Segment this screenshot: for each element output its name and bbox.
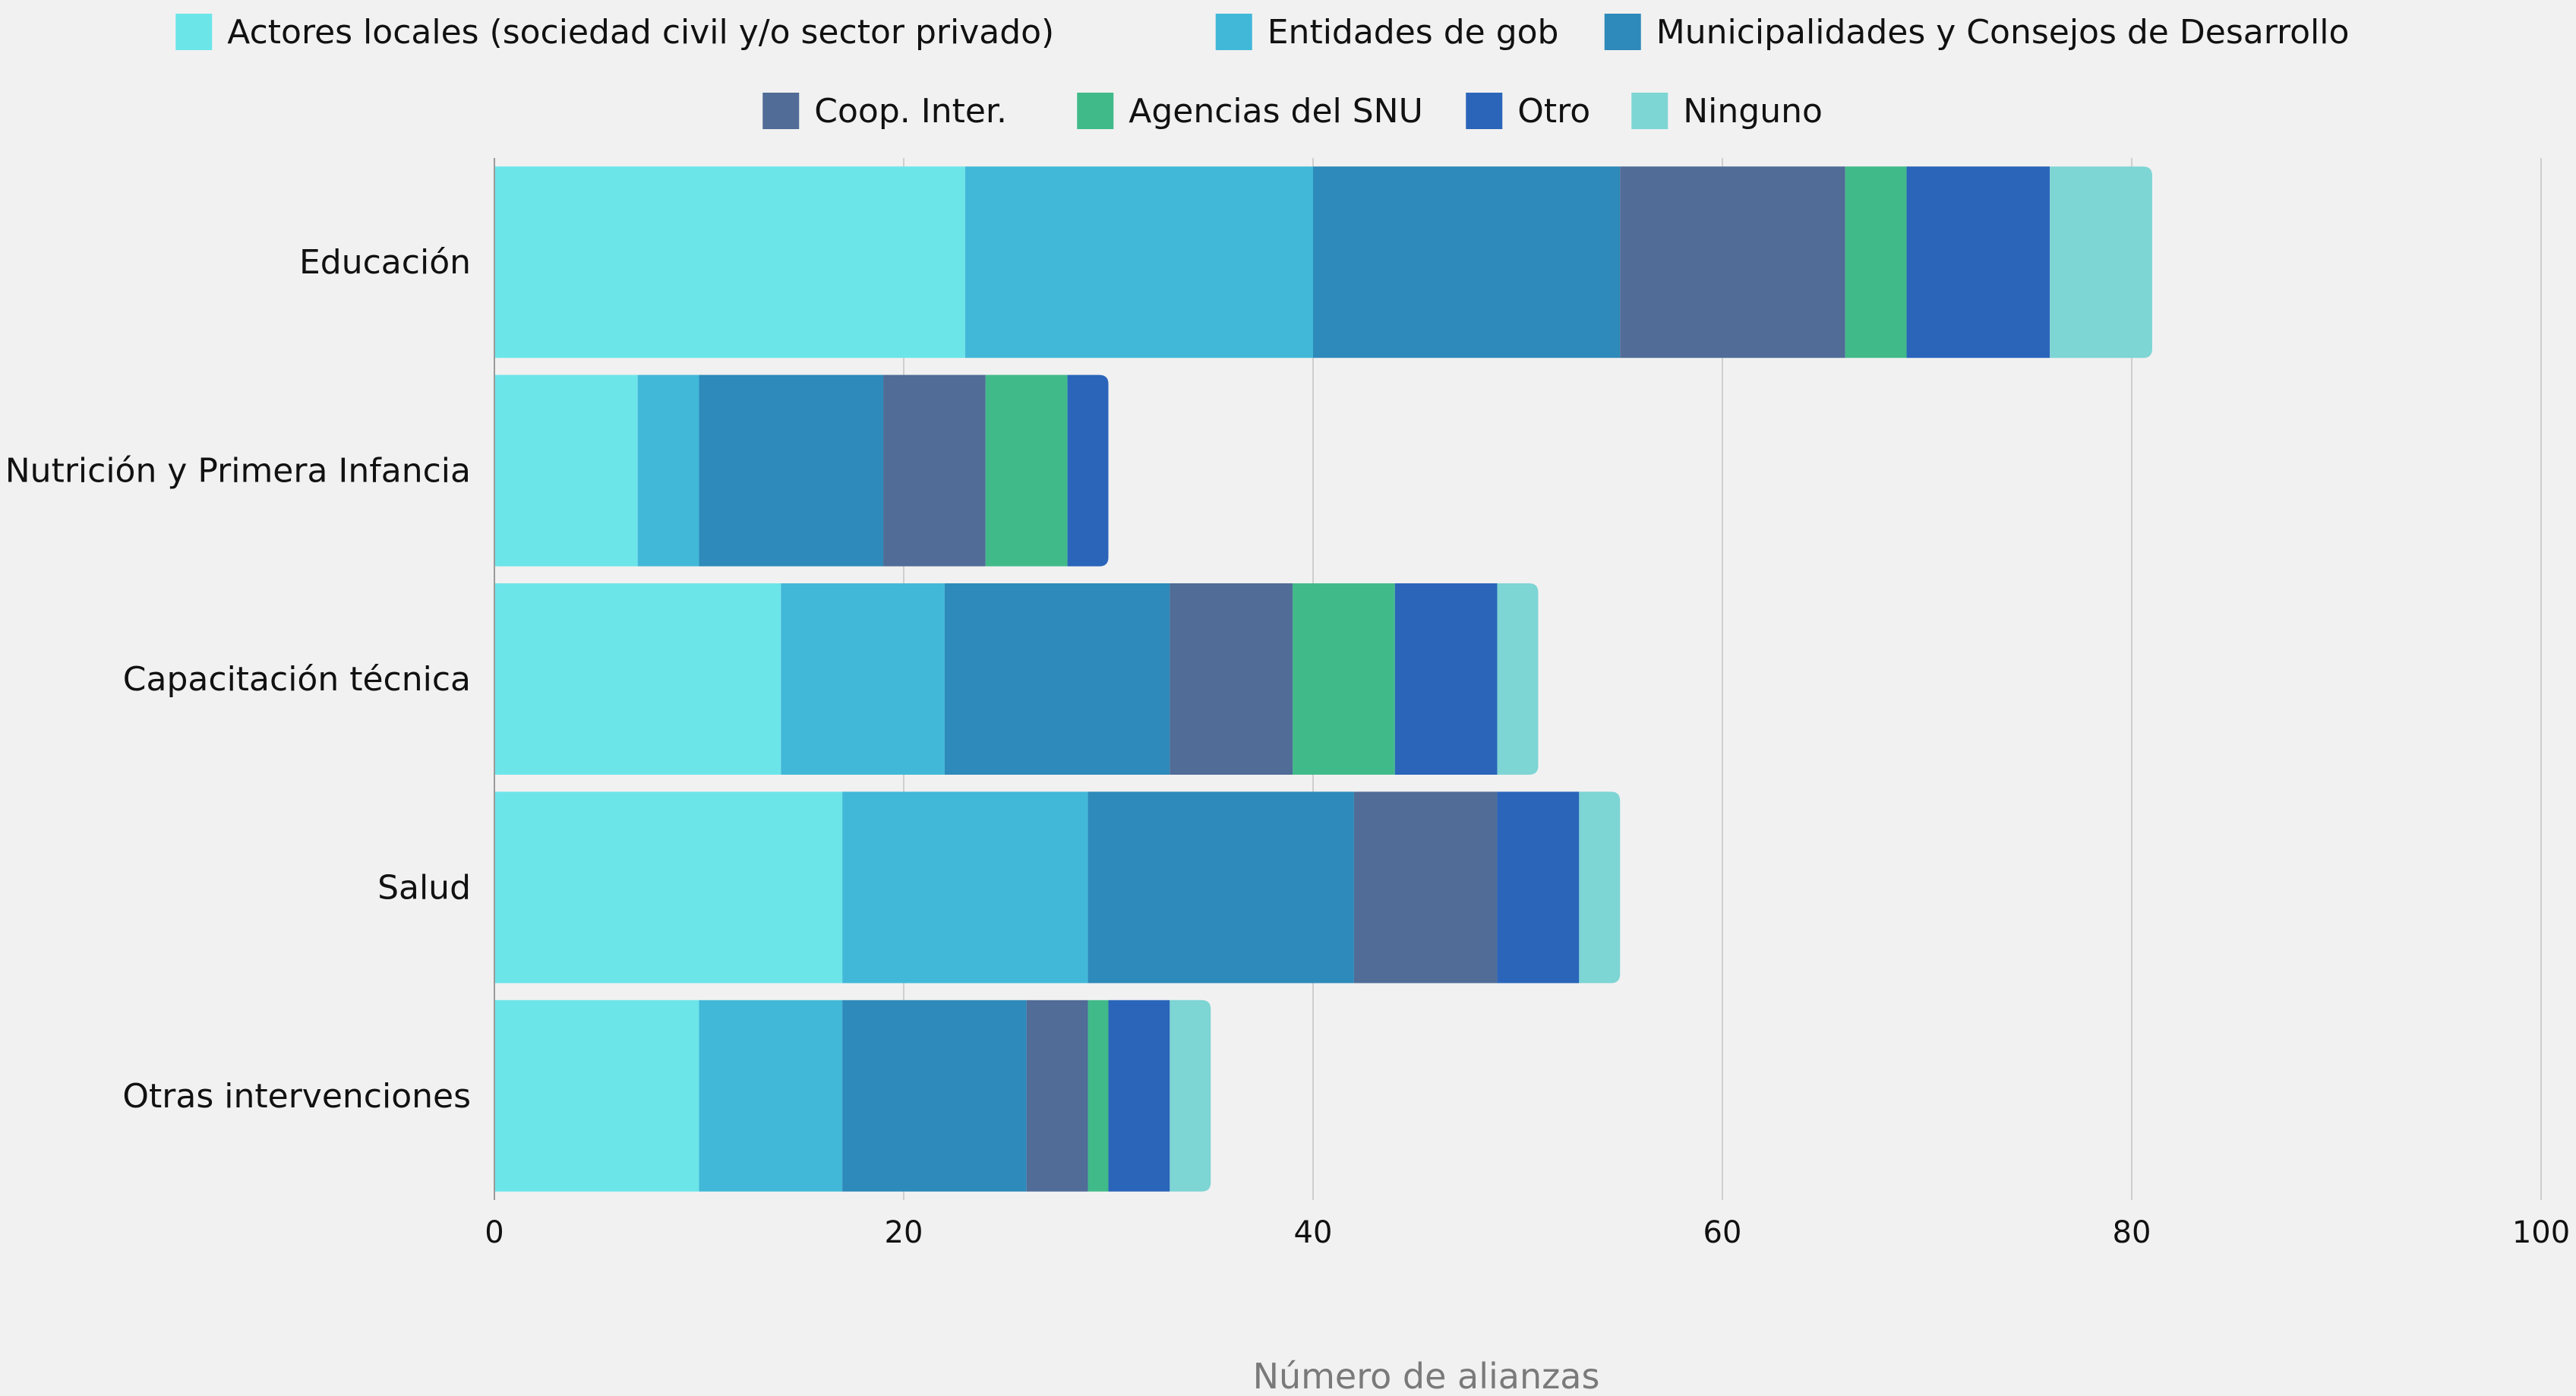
x-tick-label: 40 <box>1294 1215 1333 1250</box>
legend-swatch <box>1604 14 1641 50</box>
category-label: Capacitación técnica <box>123 660 471 699</box>
bar-segment <box>781 583 945 775</box>
x-tick-label: 100 <box>2512 1215 2570 1250</box>
legend-item: Coop. Inter. <box>762 92 1007 131</box>
bar-segment <box>494 583 781 775</box>
bar-segment <box>1313 166 1621 358</box>
bar-segment <box>1088 791 1354 984</box>
legend-item: Municipalidades y Consejos de Desarrollo <box>1604 13 2350 52</box>
legend-swatch <box>1466 93 1503 129</box>
bar-segment <box>944 583 1170 775</box>
category-label: Otras intervenciones <box>122 1077 471 1116</box>
bar-segment <box>1579 791 1621 984</box>
bar-segment <box>699 1000 843 1192</box>
bar-segment <box>637 374 699 567</box>
legend-label: Otro <box>1517 92 1590 131</box>
bar-segment <box>1108 1000 1170 1192</box>
bar-segment <box>699 374 884 567</box>
legend-item: Entidades de gob <box>1215 13 1559 52</box>
bar-segment <box>1088 1000 1109 1192</box>
x-tick-label: 20 <box>885 1215 923 1250</box>
x-axis-title: Número de alianzas <box>1253 1356 1600 1396</box>
category-label: Nutrición y Primera Infancia <box>5 452 471 491</box>
legend-item: Agencias del SNU <box>1077 92 1423 131</box>
bar-segment <box>494 1000 699 1192</box>
bar-segment <box>1620 166 1845 358</box>
bar-row <box>494 583 1539 775</box>
bar-row <box>494 166 2152 358</box>
bar-segment <box>1394 583 1498 775</box>
bar-segment <box>1067 374 1109 567</box>
bar-segment <box>842 791 1088 984</box>
bar-segment <box>842 1000 1027 1192</box>
bar-segment <box>494 791 843 984</box>
legend-label: Ninguno <box>1683 92 1823 131</box>
bar-row <box>494 1000 1211 1192</box>
legend-swatch <box>762 93 800 129</box>
bar-segment <box>1906 166 2050 358</box>
bar-segment <box>1497 583 1539 775</box>
legend-item: Otro <box>1466 92 1590 131</box>
legend: Actores locales (sociedad civil y/o sect… <box>175 13 2349 131</box>
bar-segment <box>494 374 638 567</box>
legend-label: Entidades de gob <box>1267 13 1559 52</box>
bar-row <box>494 374 1109 567</box>
bar-segment <box>883 374 986 567</box>
bar-segment <box>494 166 965 358</box>
legend-item: Actores locales (sociedad civil y/o sect… <box>175 13 1054 52</box>
bar-segment <box>1293 583 1395 775</box>
x-tick-label: 0 <box>485 1215 504 1250</box>
bar-segment <box>1845 166 1907 358</box>
category-label: Salud <box>377 868 471 907</box>
bar-segment <box>2050 166 2152 358</box>
legend-label: Municipalidades y Consejos de Desarrollo <box>1656 13 2350 52</box>
bar-segment <box>1170 583 1293 775</box>
legend-swatch <box>1215 14 1252 50</box>
legend-item: Ninguno <box>1631 92 1823 131</box>
x-tick-label: 80 <box>2113 1215 2151 1250</box>
bar-row <box>494 791 1621 984</box>
category-label: Educación <box>299 243 471 282</box>
legend-swatch <box>1631 93 1668 129</box>
legend-label: Actores locales (sociedad civil y/o sect… <box>227 13 1054 52</box>
bar-segment <box>985 374 1068 567</box>
legend-swatch <box>1077 93 1114 129</box>
x-tick-label: 60 <box>1703 1215 1742 1250</box>
category-labels: Educación Nutrición y Primera Infancia Cap… <box>5 243 471 1116</box>
legend-swatch <box>175 14 213 50</box>
legend-label: Agencias del SNU <box>1129 92 1423 131</box>
bar-segment <box>1497 791 1580 984</box>
bar-segment <box>1353 791 1498 984</box>
bar-segment <box>1026 1000 1088 1192</box>
x-axis-ticks: 0 20 40 60 80 100 <box>485 1215 2570 1250</box>
bars <box>494 166 2152 1192</box>
legend-label: Coop. Inter. <box>814 92 1007 131</box>
bar-segment <box>1170 1000 1211 1192</box>
bar-segment <box>964 166 1313 358</box>
